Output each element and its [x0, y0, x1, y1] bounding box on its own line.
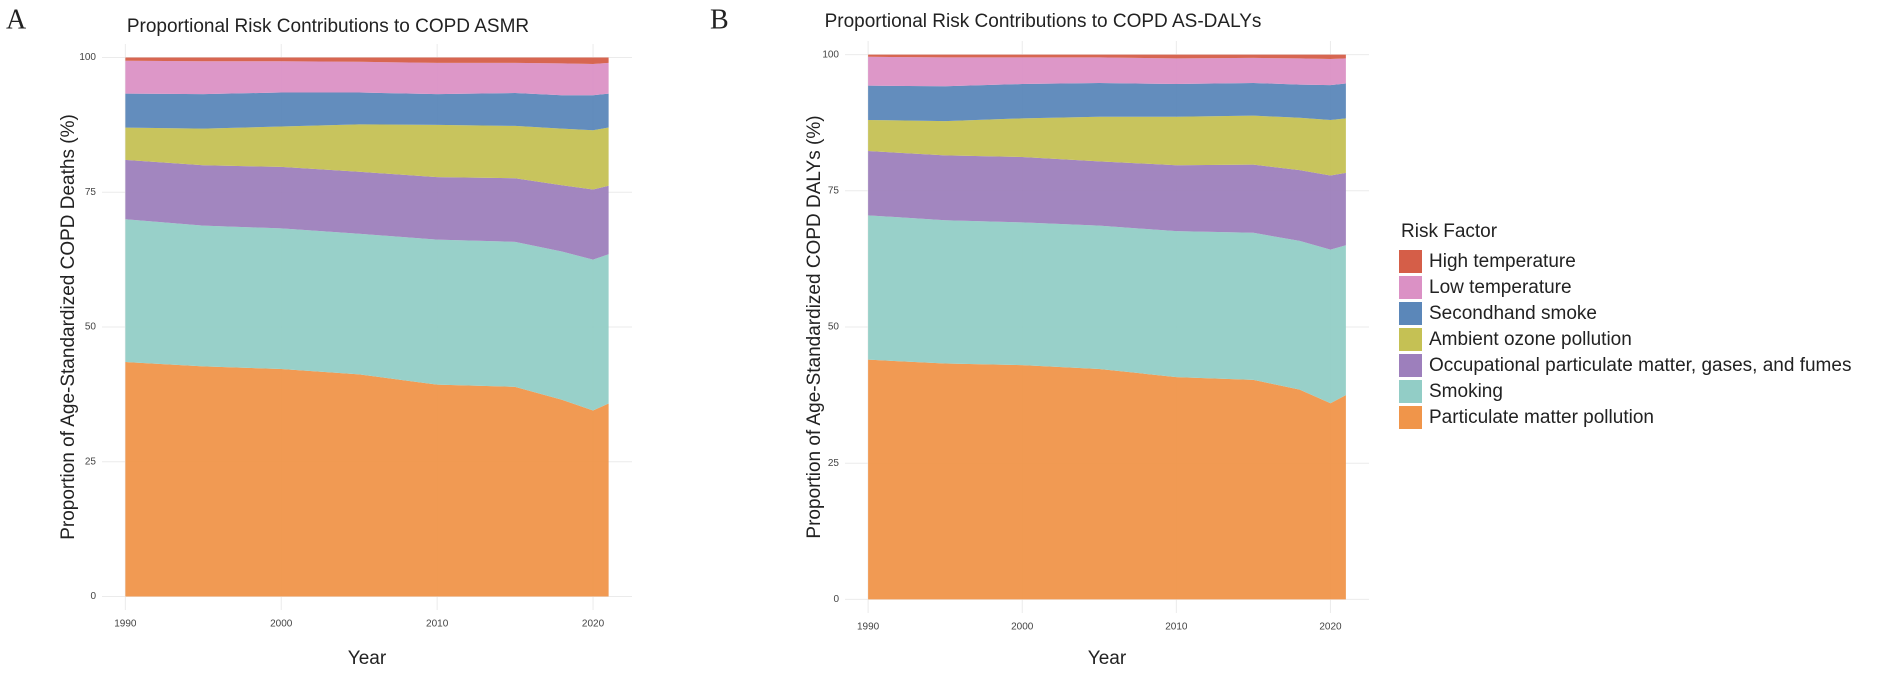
area: [868, 359, 1346, 600]
panel-label: B: [710, 4, 729, 35]
legend-swatch: [1399, 380, 1422, 403]
x-axis-label: Year: [348, 648, 387, 669]
area: [125, 60, 609, 96]
legend-label: High temperature: [1429, 251, 1576, 272]
x-tick-label: 2010: [426, 619, 449, 630]
legend-swatch: [1399, 302, 1422, 325]
legend-label: Smoking: [1429, 381, 1503, 402]
x-tick-label: 1990: [857, 622, 880, 633]
y-tick-label: 50: [828, 322, 840, 333]
x-tick-label: 2000: [1011, 622, 1034, 633]
legend-swatch: [1399, 354, 1422, 377]
x-axis-label: Year: [1088, 648, 1127, 669]
y-tick-label: 25: [85, 456, 97, 467]
legend-title: Risk Factor: [1401, 221, 1498, 242]
area: [868, 82, 1346, 122]
area: [125, 219, 609, 411]
y-tick-label: 25: [828, 458, 840, 469]
chart-title: Proportional Risk Contributions to COPD …: [127, 16, 529, 37]
y-tick-label: 0: [90, 591, 96, 602]
area: [868, 151, 1346, 250]
panel-label: A: [6, 4, 27, 35]
legend-label: Secondhand smoke: [1429, 303, 1597, 324]
legend-label: Occupational particulate matter, gases, …: [1429, 355, 1851, 376]
x-tick-label: 1990: [114, 619, 137, 630]
y-tick-label: 100: [822, 49, 839, 60]
y-tick-label: 75: [828, 185, 840, 196]
x-tick-label: 2000: [270, 619, 293, 630]
y-tick-label: 75: [85, 187, 97, 198]
legend-swatch: [1399, 406, 1422, 429]
area: [868, 56, 1346, 87]
y-axis-label: Proportion of Age-Standardized COPD Deat…: [58, 114, 79, 540]
legend-swatch: [1399, 328, 1422, 351]
chart-title: Proportional Risk Contributions to COPD …: [825, 11, 1262, 32]
area: [868, 115, 1346, 176]
y-tick-label: 0: [833, 594, 839, 605]
area: [125, 362, 609, 597]
y-axis-label: Proportion of Age-Standardized COPD DALY…: [804, 115, 825, 538]
y-tick-label: 100: [79, 52, 96, 63]
area: [868, 54, 1346, 59]
area: [125, 124, 609, 190]
x-tick-label: 2020: [1319, 622, 1342, 633]
legend-label: Ambient ozone pollution: [1429, 329, 1632, 350]
area: [868, 215, 1346, 404]
x-tick-label: 2020: [582, 619, 605, 630]
y-tick-label: 50: [85, 322, 97, 333]
area: [125, 57, 609, 64]
area: [125, 159, 609, 260]
x-tick-label: 2010: [1165, 622, 1188, 633]
legend-label: Low temperature: [1429, 277, 1572, 298]
legend-label: Particulate matter pollution: [1429, 407, 1654, 428]
legend-swatch: [1399, 276, 1422, 299]
legend-swatch: [1399, 250, 1422, 273]
area: [125, 92, 609, 131]
